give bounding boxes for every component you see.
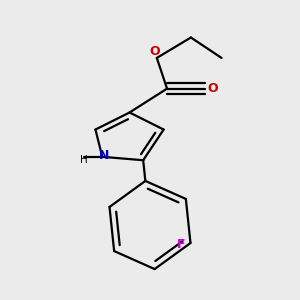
Text: O: O — [150, 45, 160, 58]
Text: F: F — [177, 238, 185, 251]
Text: O: O — [208, 82, 218, 95]
Text: N: N — [99, 148, 109, 162]
Text: H: H — [80, 154, 87, 164]
